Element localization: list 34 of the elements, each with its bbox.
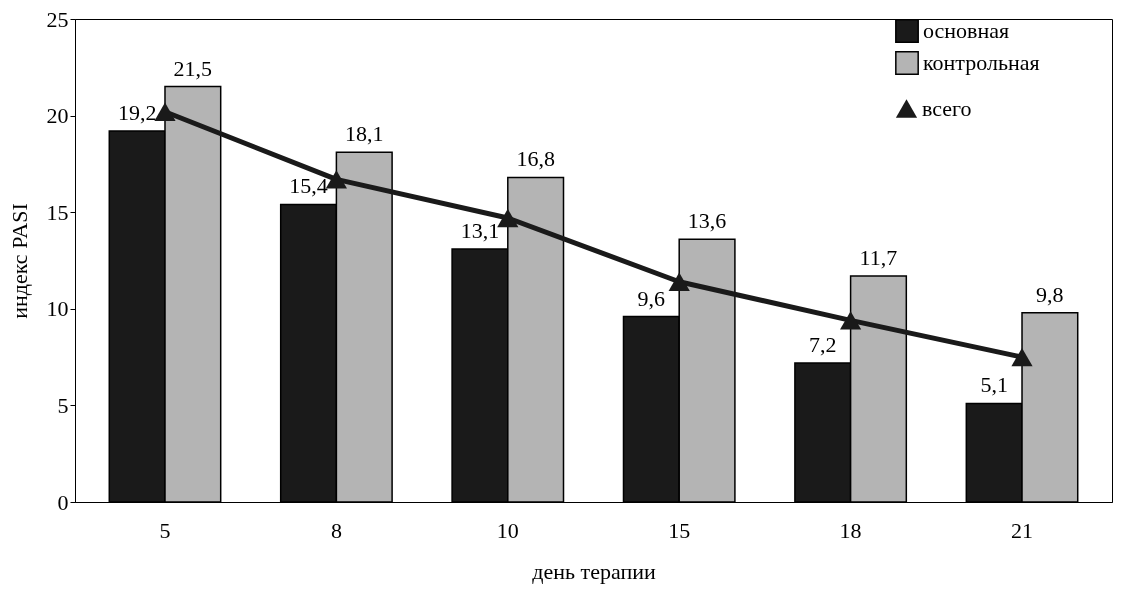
y-tick-label: 20 [46, 103, 69, 129]
y-tick-label: 25 [46, 6, 69, 32]
data-label: 15,4 [289, 173, 328, 199]
legend-label: основная [923, 18, 1010, 43]
data-label: 9,8 [1036, 281, 1064, 307]
data-label: 7,2 [809, 331, 837, 357]
x-tick-label: 8 [330, 517, 342, 543]
x-tick-label: 18 [839, 517, 862, 543]
x-axis-title: день терапии [532, 558, 656, 584]
data-label: 21,5 [173, 55, 213, 81]
x-tick-label: 10 [496, 517, 519, 543]
x-tick-label: 21 [1011, 517, 1034, 543]
point [840, 311, 862, 330]
data-label: 11,7 [859, 244, 898, 270]
y-axis-title: индекс PASI [6, 203, 32, 319]
point [668, 272, 690, 291]
data-label: 16,8 [516, 146, 555, 172]
y-tick-label: 5 [57, 392, 69, 418]
y-tick-label: 15 [46, 199, 69, 225]
legend-label: всего [922, 95, 972, 121]
data-label: 19,2 [117, 100, 157, 126]
data-label: 18,1 [345, 121, 384, 147]
data-label: 9,6 [637, 285, 666, 311]
legend-label: контрольная [923, 50, 1040, 75]
point [1011, 347, 1033, 367]
data-label: 13,1 [460, 217, 500, 243]
data-label: 5,1 [980, 372, 1008, 398]
x-tick-label: 5 [159, 517, 171, 543]
y-tick-label: 0 [57, 489, 69, 515]
y-tick-label: 10 [46, 296, 69, 322]
point [154, 102, 176, 121]
point [497, 208, 519, 228]
data-label: 13,6 [687, 208, 727, 234]
x-tick-label: 15 [668, 517, 691, 543]
